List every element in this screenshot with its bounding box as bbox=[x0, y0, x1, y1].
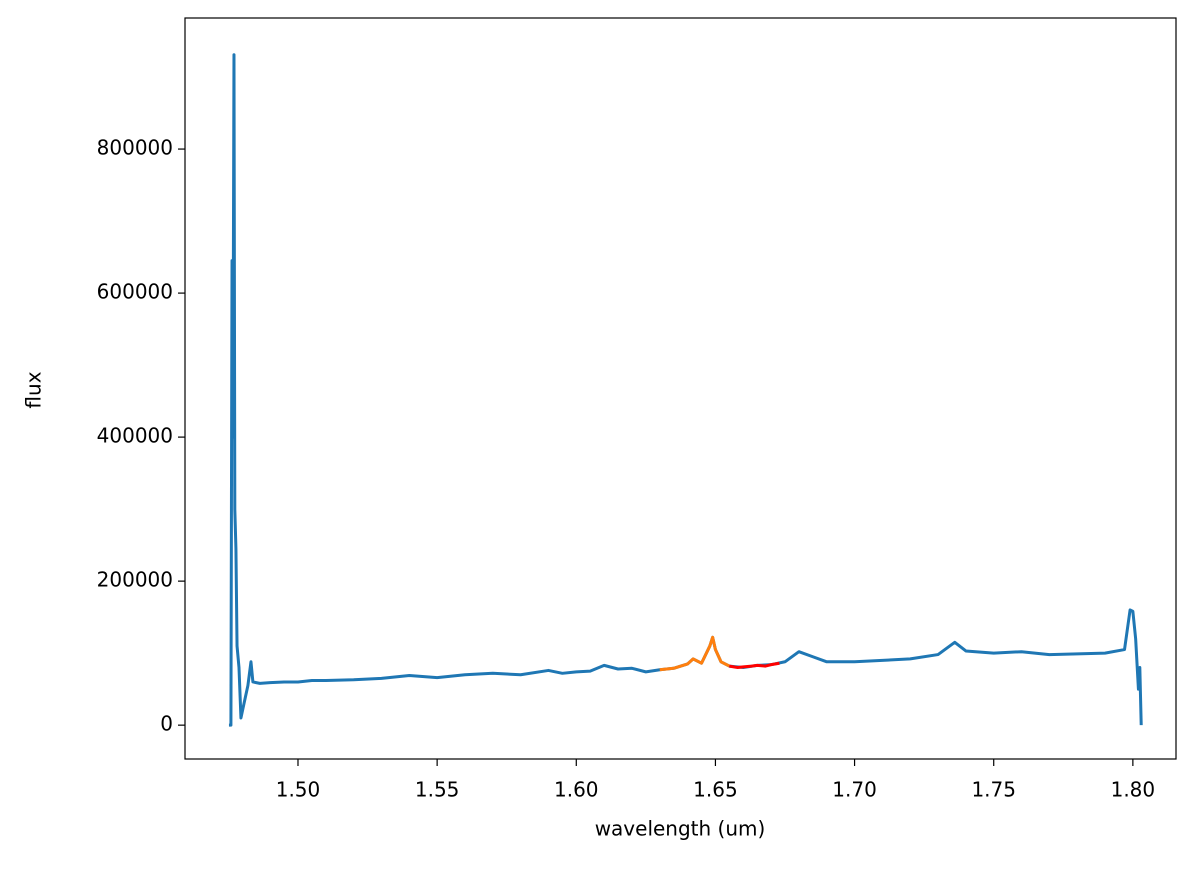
x-tick-label: 1.60 bbox=[554, 778, 599, 802]
y-tick-label: 600000 bbox=[97, 280, 173, 304]
data-line bbox=[659, 635, 731, 672]
y-tick-label: 0 bbox=[160, 712, 173, 736]
y-axis-label: flux bbox=[22, 371, 46, 408]
y-tick-label: 200000 bbox=[97, 568, 173, 592]
y-tick-label: 400000 bbox=[97, 424, 173, 448]
data-line bbox=[228, 53, 1143, 727]
x-tick-label: 1.75 bbox=[971, 778, 1016, 802]
x-axis-label: wavelength (um) bbox=[595, 817, 766, 841]
plot-frame bbox=[184, 17, 1177, 760]
y-tick-label: 800000 bbox=[97, 136, 173, 160]
x-tick-label: 1.80 bbox=[1111, 778, 1156, 802]
data-line bbox=[729, 661, 780, 670]
x-tick-label: 1.55 bbox=[415, 778, 460, 802]
x-tick-label: 1.70 bbox=[832, 778, 877, 802]
x-tick-label: 1.50 bbox=[276, 778, 321, 802]
x-tick-label: 1.65 bbox=[693, 778, 738, 802]
